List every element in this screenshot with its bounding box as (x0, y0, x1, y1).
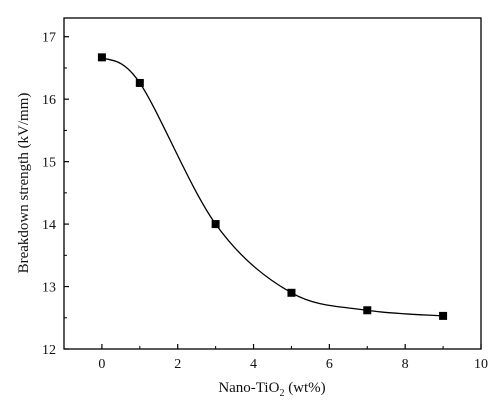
y-tick-label: 16 (42, 93, 56, 108)
data-point (439, 311, 448, 320)
data-point (211, 220, 220, 229)
y-tick-label: 17 (42, 31, 56, 46)
y-tick-label: 15 (42, 156, 56, 171)
data-point (287, 288, 296, 297)
fit-curve (101, 56, 444, 317)
data-point (363, 306, 372, 315)
x-tick-label: 2 (174, 357, 181, 372)
y-tick-label: 13 (42, 281, 56, 296)
data-markers (97, 53, 448, 320)
x-tick-label: 6 (326, 357, 333, 372)
data-point (135, 78, 144, 87)
x-tick-label: 4 (250, 357, 257, 372)
x-axis-title: Nano-TiO2 (wt%) (218, 380, 325, 399)
data-point (97, 53, 106, 62)
ticks (64, 36, 482, 350)
y-tick-label: 14 (42, 218, 56, 233)
tick-labels: 0 2 4 6 8 10 12 13 14 15 16 17 (42, 31, 488, 372)
y-axis-title: Breakdown strength (kV/mm) (16, 93, 32, 274)
x-tick-label: 0 (98, 357, 105, 372)
plot-frame (63, 17, 482, 350)
x-tick-label: 10 (474, 357, 488, 372)
y-tick-label: 12 (42, 343, 56, 358)
x-tick-label: 8 (402, 357, 409, 372)
